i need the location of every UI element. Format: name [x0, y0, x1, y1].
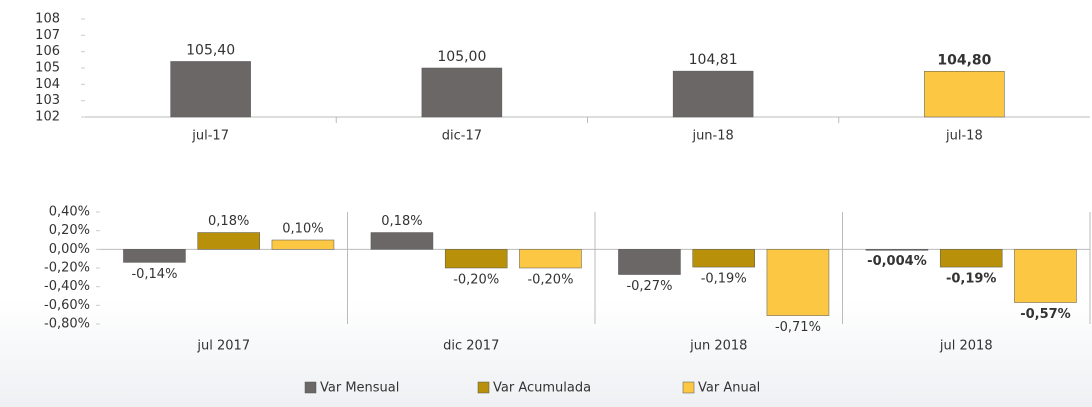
- bar: [766, 249, 830, 316]
- y-tick-label: 106: [35, 44, 60, 59]
- y-tick-label: 102: [35, 110, 60, 125]
- data-label: -0,20%: [527, 273, 573, 288]
- legend-label: Var Mensual: [320, 381, 399, 396]
- bar: [1014, 249, 1077, 303]
- data-label: -0,004%: [867, 254, 927, 269]
- legend-label: Var Acumulada: [493, 381, 591, 396]
- bar: [421, 67, 503, 118]
- bar: [692, 249, 755, 268]
- y-tick-label: -0,40%: [44, 279, 90, 294]
- data-label: -0,27%: [626, 279, 672, 294]
- bar: [939, 249, 1003, 268]
- data-label: 0,18%: [381, 214, 422, 229]
- data-label: -0,19%: [946, 272, 997, 287]
- legend-swatch: [477, 381, 490, 394]
- y-tick-label: 105: [35, 61, 60, 76]
- x-tick-label: jun 2018: [689, 339, 747, 354]
- x-tick-label: jul 2017: [196, 339, 250, 354]
- data-label: 105,00: [437, 49, 486, 65]
- x-tick-label: jul 2018: [939, 339, 993, 354]
- bar: [197, 232, 260, 250]
- bar: [123, 249, 186, 263]
- data-label: 105,40: [186, 42, 235, 58]
- bar: [271, 239, 335, 250]
- data-label: -0,19%: [701, 272, 747, 287]
- y-tick-label: 0,00%: [49, 242, 90, 257]
- data-label: 104,81: [689, 52, 738, 68]
- y-tick-label: -0,60%: [44, 298, 90, 313]
- x-tick-label: dic-17: [442, 129, 482, 144]
- y-tick-label: 0,40%: [49, 205, 90, 220]
- bar: [519, 249, 582, 269]
- data-label: -0,71%: [775, 320, 821, 335]
- y-tick-label: 104: [35, 77, 60, 92]
- legend-label: Var Anual: [698, 381, 760, 396]
- y-tick-label: 0,20%: [49, 223, 90, 238]
- legend-swatch: [682, 381, 695, 394]
- data-label: -0,57%: [1020, 307, 1071, 322]
- bar: [924, 71, 1005, 118]
- legend-swatch: [304, 381, 317, 394]
- x-tick-label: jul-18: [945, 129, 983, 144]
- bar: [618, 249, 681, 275]
- bar: [170, 61, 251, 118]
- background: [0, 300, 1092, 407]
- data-label: 0,10%: [282, 222, 323, 237]
- data-label: 104,80: [937, 52, 991, 68]
- bar: [444, 249, 508, 269]
- y-tick-label: 107: [35, 28, 60, 43]
- data-label: 0,18%: [208, 214, 249, 229]
- bar: [672, 70, 754, 118]
- y-tick-label: 103: [35, 93, 60, 108]
- data-label: -0,14%: [131, 267, 177, 282]
- x-tick-label: jun-18: [691, 129, 733, 144]
- y-tick-label: -0,80%: [44, 317, 90, 332]
- y-tick-label: -0,20%: [44, 261, 90, 276]
- bar: [865, 249, 929, 251]
- x-tick-label: jul-17: [191, 129, 229, 144]
- bar: [370, 232, 434, 250]
- y-tick-label: 108: [35, 12, 60, 27]
- data-label: -0,20%: [453, 273, 499, 288]
- x-tick-label: dic 2017: [443, 339, 499, 354]
